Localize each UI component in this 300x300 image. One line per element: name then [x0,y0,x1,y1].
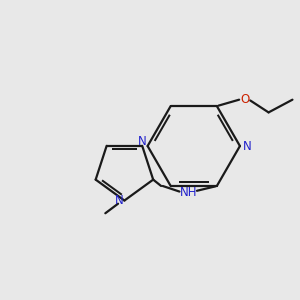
Text: O: O [240,93,249,106]
Text: N: N [138,134,147,148]
Text: N: N [115,194,123,207]
Text: N: N [243,140,251,152]
Text: NH: NH [180,186,198,199]
